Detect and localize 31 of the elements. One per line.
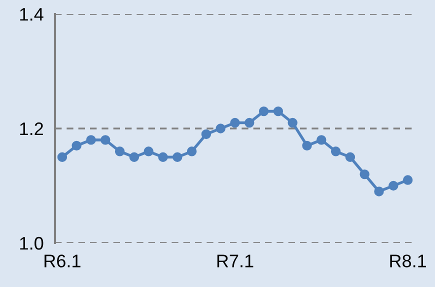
point xyxy=(114,146,125,156)
point xyxy=(388,180,398,191)
point xyxy=(216,124,226,134)
y-tick-label: 1.4 xyxy=(20,8,44,21)
point xyxy=(345,152,356,162)
x-tick-label: R7.1 xyxy=(217,254,254,268)
point xyxy=(86,135,96,145)
point xyxy=(100,135,110,145)
point xyxy=(374,186,384,196)
x-tick-label: R6.1 xyxy=(44,254,80,268)
point xyxy=(201,129,212,140)
point xyxy=(57,152,68,162)
point xyxy=(316,135,326,145)
point xyxy=(258,106,269,116)
point xyxy=(230,118,240,128)
point xyxy=(244,118,254,128)
x-tick-label: R8.1 xyxy=(390,254,426,268)
point xyxy=(402,175,413,185)
point xyxy=(158,152,168,162)
point xyxy=(129,152,140,162)
point xyxy=(172,152,182,162)
point xyxy=(302,140,312,151)
point xyxy=(330,146,341,156)
point xyxy=(360,169,370,180)
point xyxy=(288,118,298,128)
y-tick-label: 1.0 xyxy=(20,236,44,250)
point xyxy=(273,106,284,116)
y-tick-label: 1.2 xyxy=(20,122,43,136)
point xyxy=(144,146,154,156)
point xyxy=(72,140,82,151)
point xyxy=(186,146,197,156)
